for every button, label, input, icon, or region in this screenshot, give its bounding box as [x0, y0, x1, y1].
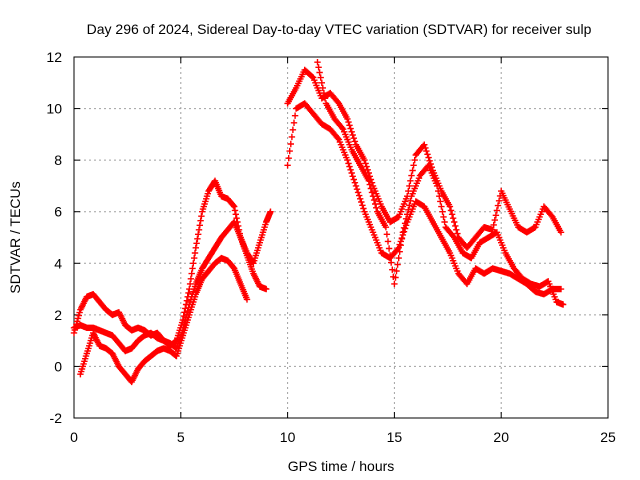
chart-title: Day 296 of 2024, Sidereal Day-to-day VTE…	[87, 21, 592, 37]
y-tick-label: 6	[54, 204, 62, 220]
y-tick-label: 0	[54, 358, 62, 374]
y-tick-label: 4	[54, 255, 62, 271]
x-tick-label: 5	[177, 429, 185, 445]
series-track-e	[284, 100, 565, 298]
x-tick-label: 20	[493, 429, 509, 445]
y-axis-label: SDTVAR / TECUs	[7, 181, 23, 293]
series-markers	[314, 59, 567, 308]
y-tick-label: 8	[54, 152, 62, 168]
series-markers	[77, 254, 251, 386]
series-track-b	[70, 208, 274, 355]
x-tick-label: 10	[280, 429, 296, 445]
x-tick-label: 0	[70, 429, 78, 445]
plot-frame	[73, 56, 609, 419]
series-markers	[284, 100, 565, 298]
y-tick-label: -2	[50, 410, 63, 426]
x-tick-label: 15	[387, 429, 403, 445]
data-markers	[70, 59, 567, 386]
y-tick-label: 10	[46, 101, 62, 117]
series-track-f	[314, 59, 567, 308]
series-markers	[70, 208, 274, 355]
series-track-c	[77, 254, 251, 386]
x-tick-label: 25	[600, 429, 616, 445]
tick-labels: 0 5 10 15 20 25 -2 0 2 4 6 8 10 12	[46, 49, 616, 445]
x-axis-label: GPS time / hours	[288, 458, 395, 474]
grid	[74, 57, 608, 418]
y-tick-label: 2	[54, 307, 62, 323]
y-tick-label: 12	[46, 49, 62, 65]
